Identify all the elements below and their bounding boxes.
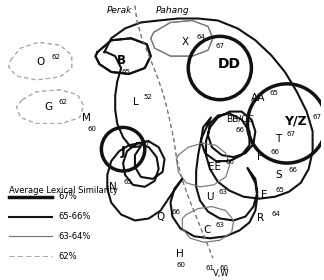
Text: O: O xyxy=(36,57,44,67)
Text: 60: 60 xyxy=(176,262,185,268)
Text: 66: 66 xyxy=(270,149,279,155)
Text: 65: 65 xyxy=(121,69,130,75)
Text: 63: 63 xyxy=(216,222,225,228)
Text: 65-66%: 65-66% xyxy=(58,212,90,221)
Text: 63: 63 xyxy=(219,189,228,195)
Text: J: J xyxy=(121,145,126,158)
Text: T: T xyxy=(275,134,281,144)
Text: U: U xyxy=(206,192,214,202)
Text: 67%: 67% xyxy=(58,192,77,201)
Text: 67: 67 xyxy=(216,43,225,49)
Text: 60: 60 xyxy=(87,126,97,132)
Text: 64: 64 xyxy=(196,34,205,40)
Text: Pahang: Pahang xyxy=(156,6,189,15)
Text: 66: 66 xyxy=(289,167,298,173)
Text: DD: DD xyxy=(218,57,241,71)
Text: 62%: 62% xyxy=(58,252,76,261)
Text: EE: EE xyxy=(208,162,221,172)
Text: L: L xyxy=(133,97,139,107)
Text: 62: 62 xyxy=(59,99,68,105)
Text: 64: 64 xyxy=(271,211,280,216)
Text: C: C xyxy=(203,225,210,235)
Text: BB/CC: BB/CC xyxy=(226,115,253,124)
Text: Y/Z: Y/Z xyxy=(284,115,307,128)
Text: G: G xyxy=(44,102,52,112)
Text: 65: 65 xyxy=(269,90,278,96)
Text: 66: 66 xyxy=(171,209,180,214)
Text: V,W: V,W xyxy=(213,269,229,278)
Text: 62: 62 xyxy=(51,54,60,60)
Text: 67: 67 xyxy=(142,140,151,146)
Text: 66: 66 xyxy=(226,159,235,165)
Text: M: M xyxy=(82,113,90,123)
Text: Q: Q xyxy=(156,211,165,221)
Text: F: F xyxy=(257,152,263,162)
Text: 67: 67 xyxy=(313,113,322,120)
Text: 67: 67 xyxy=(287,131,296,137)
Text: H: H xyxy=(176,249,184,259)
Text: Perak: Perak xyxy=(107,6,132,15)
Text: 66: 66 xyxy=(236,127,245,133)
Text: 63-64%: 63-64% xyxy=(58,232,90,241)
Text: Average Lexical Similarity: Average Lexical Similarity xyxy=(9,186,118,195)
Text: B: B xyxy=(117,53,126,67)
Text: 61: 61 xyxy=(205,265,214,271)
Text: 52: 52 xyxy=(144,94,153,100)
Text: 65: 65 xyxy=(275,187,284,193)
Text: N: N xyxy=(109,182,117,192)
Text: S: S xyxy=(275,170,282,180)
Text: R: R xyxy=(257,213,264,223)
Text: AA: AA xyxy=(250,93,265,103)
Text: 60: 60 xyxy=(220,265,229,271)
Text: E: E xyxy=(261,190,268,200)
Text: X: X xyxy=(181,37,189,47)
Text: 65: 65 xyxy=(123,179,132,185)
